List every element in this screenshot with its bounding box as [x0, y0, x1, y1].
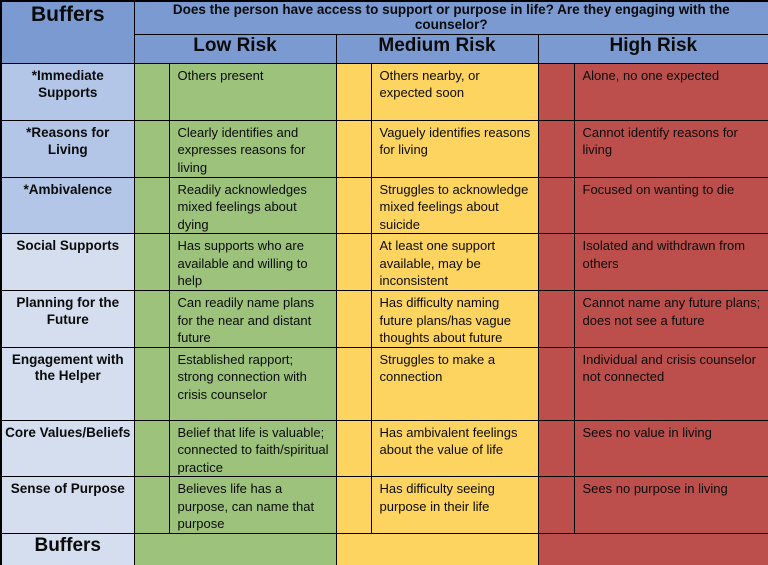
footer-title: Buffers [0, 532, 135, 565]
low-risk-cell: Belief that life is valuable; connected … [168, 419, 337, 478]
table-row: Engagement with the Helper Established r… [0, 346, 768, 421]
high-risk-cell: Sees no value in living [573, 419, 768, 478]
table-row: Core Values/Beliefs Belief that life is … [0, 419, 768, 478]
medium-risk-cell: Struggles to acknowledge mixed feelings … [370, 176, 539, 235]
medium-risk-cell: At least one support available, may be i… [370, 233, 539, 291]
low-risk-cell: Believes life has a purpose, can name th… [168, 476, 337, 534]
corner-title: Buffers [0, 0, 135, 64]
medium-risk-cell: Has difficulty naming future plans/has v… [370, 289, 539, 348]
high-risk-cell: Isolated and withdrawn from others [573, 233, 768, 291]
table-row: *Ambivalence Readily acknowledges mixed … [0, 176, 768, 235]
low-risk-cell: Can readily name plans for the near and … [168, 289, 337, 348]
table-row: Social Supports Has supports who are ava… [0, 233, 768, 291]
low-risk-color-strip [133, 346, 170, 421]
table-row: Planning for the Future Can readily name… [0, 289, 768, 348]
buffer-label: *Immediate Supports [0, 62, 135, 121]
footer-row: Buffers [0, 532, 768, 565]
buffer-label: *Reasons for Living [0, 119, 135, 178]
column-header-low-risk: Low Risk [133, 33, 337, 64]
high-risk-color-strip [537, 419, 575, 478]
risk-level-header-row: Low Risk Medium Risk High Risk [1, 33, 768, 64]
high-risk-cell: Alone, no one expected [573, 62, 768, 121]
question-header: Does the person have access to support o… [133, 0, 768, 35]
medium-risk-color-strip [335, 62, 372, 121]
medium-risk-cell: Struggles to make a connection [370, 346, 539, 421]
footer-high-risk-cell [537, 532, 768, 565]
medium-risk-color-strip [335, 233, 372, 291]
footer-medium-risk-cell [335, 532, 539, 565]
low-risk-cell: Clearly identifies and expresses reasons… [168, 119, 337, 178]
table-row: *Immediate Supports Others present Other… [0, 62, 768, 121]
high-risk-color-strip [537, 289, 575, 348]
high-risk-color-strip [537, 233, 575, 291]
low-risk-cell: Has supports who are available and willi… [168, 233, 337, 291]
low-risk-color-strip [133, 476, 170, 534]
medium-risk-color-strip [335, 419, 372, 478]
high-risk-cell: Individual and crisis counselor not conn… [573, 346, 768, 421]
medium-risk-cell: Has ambivalent feelings about the value … [370, 419, 539, 478]
low-risk-color-strip [133, 62, 170, 121]
medium-risk-color-strip [335, 289, 372, 348]
low-risk-color-strip [133, 176, 170, 235]
buffer-label: Planning for the Future [0, 289, 135, 348]
low-risk-color-strip [133, 233, 170, 291]
medium-risk-cell: Others nearby, or expected soon [370, 62, 539, 121]
buffer-label: Social Supports [0, 233, 135, 291]
low-risk-color-strip [133, 419, 170, 478]
buffer-label: *Ambivalence [0, 176, 135, 235]
question-header-row: Buffers Does the person have access to s… [0, 0, 768, 64]
low-risk-color-strip [133, 289, 170, 348]
low-risk-color-strip [133, 119, 170, 178]
high-risk-cell: Cannot name any future plans; does not s… [573, 289, 768, 348]
high-risk-cell: Focused on wanting to die [573, 176, 768, 235]
buffer-label: Sense of Purpose [0, 476, 135, 534]
low-risk-cell: Readily acknowledges mixed feelings abou… [168, 176, 337, 235]
footer-low-risk-cell [133, 532, 337, 565]
high-risk-cell: Cannot identify reasons for living [573, 119, 768, 178]
medium-risk-color-strip [335, 476, 372, 534]
medium-risk-color-strip [335, 346, 372, 421]
low-risk-cell: Others present [168, 62, 337, 121]
buffer-label: Core Values/Beliefs [0, 419, 135, 478]
medium-risk-cell: Vaguely identifies reasons for living [370, 119, 539, 178]
high-risk-color-strip [537, 176, 575, 235]
low-risk-cell: Established rapport; strong connection w… [168, 346, 337, 421]
table-row: Sense of Purpose Believes life has a pur… [0, 476, 768, 534]
high-risk-color-strip [537, 62, 575, 121]
column-header-medium-risk: Medium Risk [335, 33, 539, 64]
medium-risk-cell: Has difficulty seeing purpose in their l… [370, 476, 539, 534]
medium-risk-color-strip [335, 176, 372, 235]
high-risk-color-strip [537, 119, 575, 178]
column-header-high-risk: High Risk [537, 33, 768, 64]
high-risk-color-strip [537, 346, 575, 421]
high-risk-color-strip [537, 476, 575, 534]
buffer-label: Engagement with the Helper [0, 346, 135, 421]
high-risk-cell: Sees no purpose in living [573, 476, 768, 534]
medium-risk-color-strip [335, 119, 372, 178]
table-row: *Reasons for Living Clearly identifies a… [0, 119, 768, 178]
